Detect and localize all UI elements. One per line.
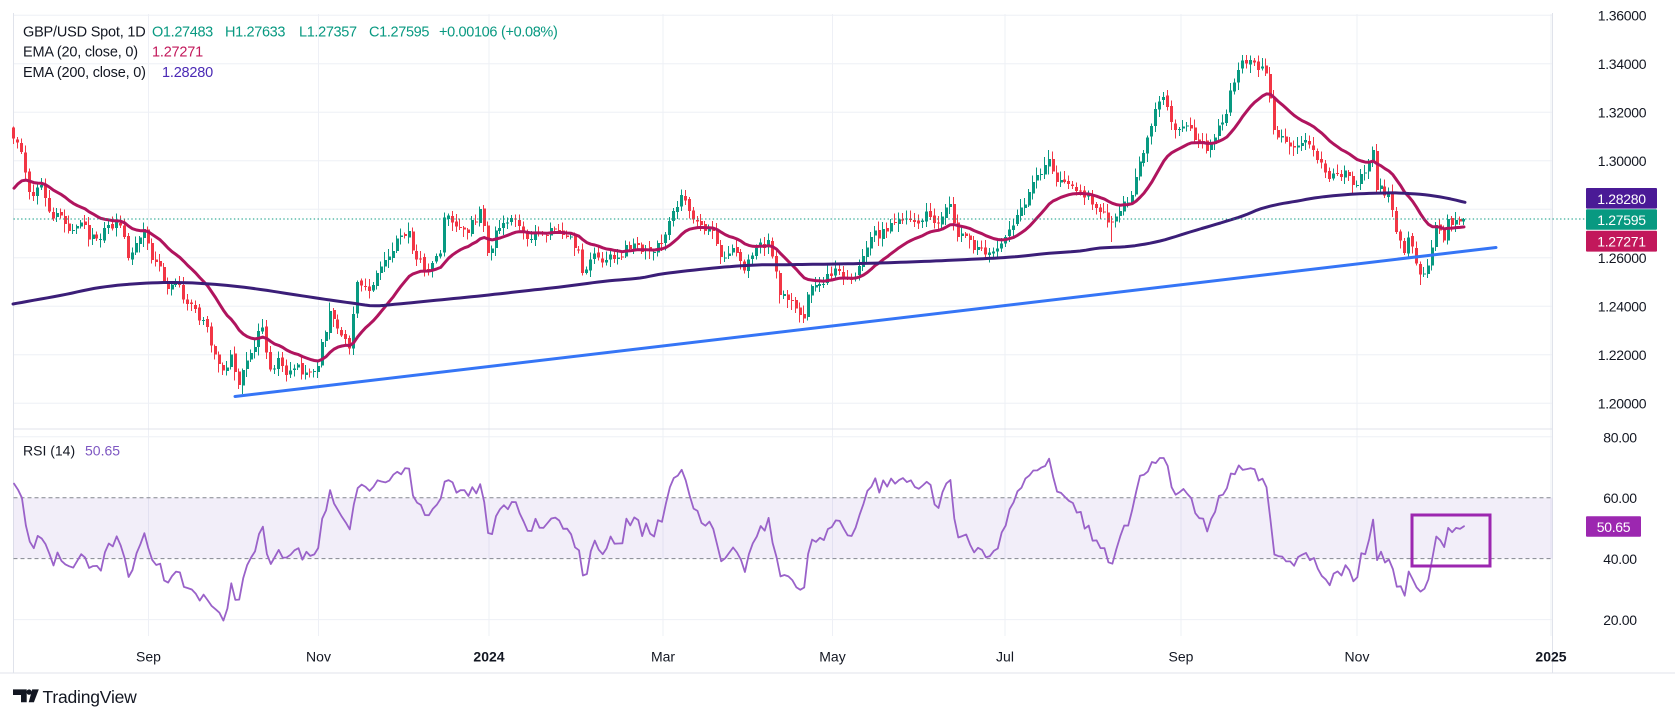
svg-text:50.65: 50.65 — [1597, 519, 1631, 535]
svg-text:50.65: 50.65 — [85, 443, 120, 459]
svg-text:1.20000: 1.20000 — [1598, 396, 1647, 412]
svg-text:Nov: Nov — [306, 649, 331, 665]
svg-text:80.00: 80.00 — [1603, 429, 1637, 445]
svg-text:1.27271: 1.27271 — [1597, 234, 1646, 250]
svg-text:2024: 2024 — [473, 649, 504, 665]
svg-text:1.22000: 1.22000 — [1598, 347, 1647, 363]
svg-text:L1.27357: L1.27357 — [299, 25, 357, 41]
svg-text:EMA (20, close, 0): EMA (20, close, 0) — [23, 45, 138, 61]
svg-text:Sep: Sep — [1169, 649, 1194, 665]
svg-text:1.24000: 1.24000 — [1598, 299, 1647, 315]
svg-text:O1.27483: O1.27483 — [152, 25, 213, 41]
svg-text:1.27595: 1.27595 — [1597, 212, 1646, 228]
svg-text:GBP/USD Spot, 1D: GBP/USD Spot, 1D — [23, 25, 146, 41]
svg-text:1.28280: 1.28280 — [162, 65, 213, 81]
svg-text:40.00: 40.00 — [1603, 551, 1637, 567]
svg-text:Nov: Nov — [1345, 649, 1370, 665]
svg-text:May: May — [819, 649, 845, 665]
svg-text:60.00: 60.00 — [1603, 490, 1637, 506]
svg-text:EMA (200, close, 0): EMA (200, close, 0) — [23, 65, 146, 81]
svg-text:20.00: 20.00 — [1603, 612, 1637, 628]
svg-text:Jul: Jul — [996, 649, 1014, 665]
svg-text:1.27271: 1.27271 — [152, 45, 203, 61]
svg-text:TradingView: TradingView — [43, 687, 138, 707]
svg-text:1.28280: 1.28280 — [1597, 191, 1646, 207]
svg-text:RSI (14): RSI (14) — [23, 443, 75, 459]
svg-text:Sep: Sep — [136, 649, 161, 665]
svg-text:1.26000: 1.26000 — [1598, 250, 1647, 266]
svg-text:C1.27595: C1.27595 — [369, 25, 429, 41]
svg-text:1.32000: 1.32000 — [1598, 105, 1647, 121]
svg-text:(+0.08%): (+0.08%) — [501, 25, 557, 41]
svg-text:H1.27633: H1.27633 — [225, 25, 285, 41]
svg-text:1.34000: 1.34000 — [1598, 56, 1647, 72]
svg-text:2025: 2025 — [1535, 649, 1566, 665]
svg-text:1.30000: 1.30000 — [1598, 153, 1647, 169]
svg-text:1.36000: 1.36000 — [1598, 8, 1647, 24]
svg-text:Mar: Mar — [651, 649, 675, 665]
svg-text:+0.00106: +0.00106 — [439, 25, 497, 41]
